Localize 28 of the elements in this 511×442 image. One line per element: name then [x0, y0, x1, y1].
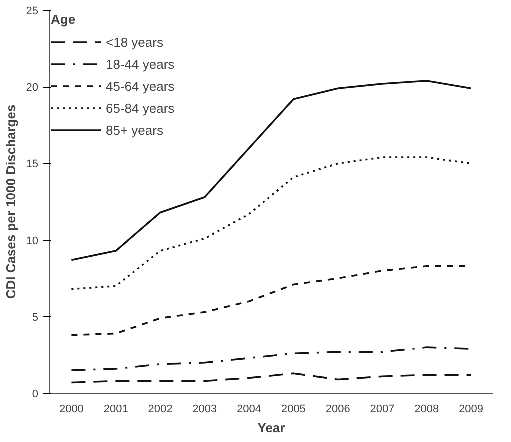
- x-tick-label: 2002: [148, 404, 173, 416]
- x-tick-label: 2003: [192, 404, 218, 416]
- y-tick-label: 0: [32, 388, 39, 400]
- legend-label: 45-64 years: [106, 78, 175, 94]
- x-tick-label: 2000: [59, 404, 84, 416]
- line-series: [70, 156, 472, 290]
- legend-label: <18 years: [106, 34, 164, 50]
- x-tick-label: 2005: [281, 404, 306, 416]
- x-tick-label: 2006: [326, 404, 350, 416]
- y-axis-title: CDI Cases per 1000 Discharges: [3, 104, 18, 300]
- y-tick-label: 25: [26, 6, 39, 18]
- line-series: [70, 372, 472, 384]
- legend-title: Age: [51, 12, 77, 27]
- line-series: [70, 80, 472, 262]
- y-tick-label: 20: [26, 82, 39, 94]
- y-tick-label: 5: [32, 312, 39, 324]
- y-tick-label: 10: [26, 235, 39, 248]
- x-tick-label: 2004: [237, 404, 262, 416]
- line-series: [70, 265, 472, 336]
- x-tick-label: 2008: [414, 404, 440, 416]
- x-tick-label: 2001: [104, 404, 128, 416]
- legend-label: 85+ years: [106, 122, 164, 138]
- legend-label: 65-84 years: [106, 100, 175, 116]
- y-tick-label: 15: [26, 158, 39, 171]
- legend-label: 18-44 years: [106, 56, 175, 72]
- x-tick-label: 2007: [370, 404, 395, 416]
- x-axis-title: Year: [258, 420, 286, 436]
- x-tick-label: 2009: [459, 404, 484, 416]
